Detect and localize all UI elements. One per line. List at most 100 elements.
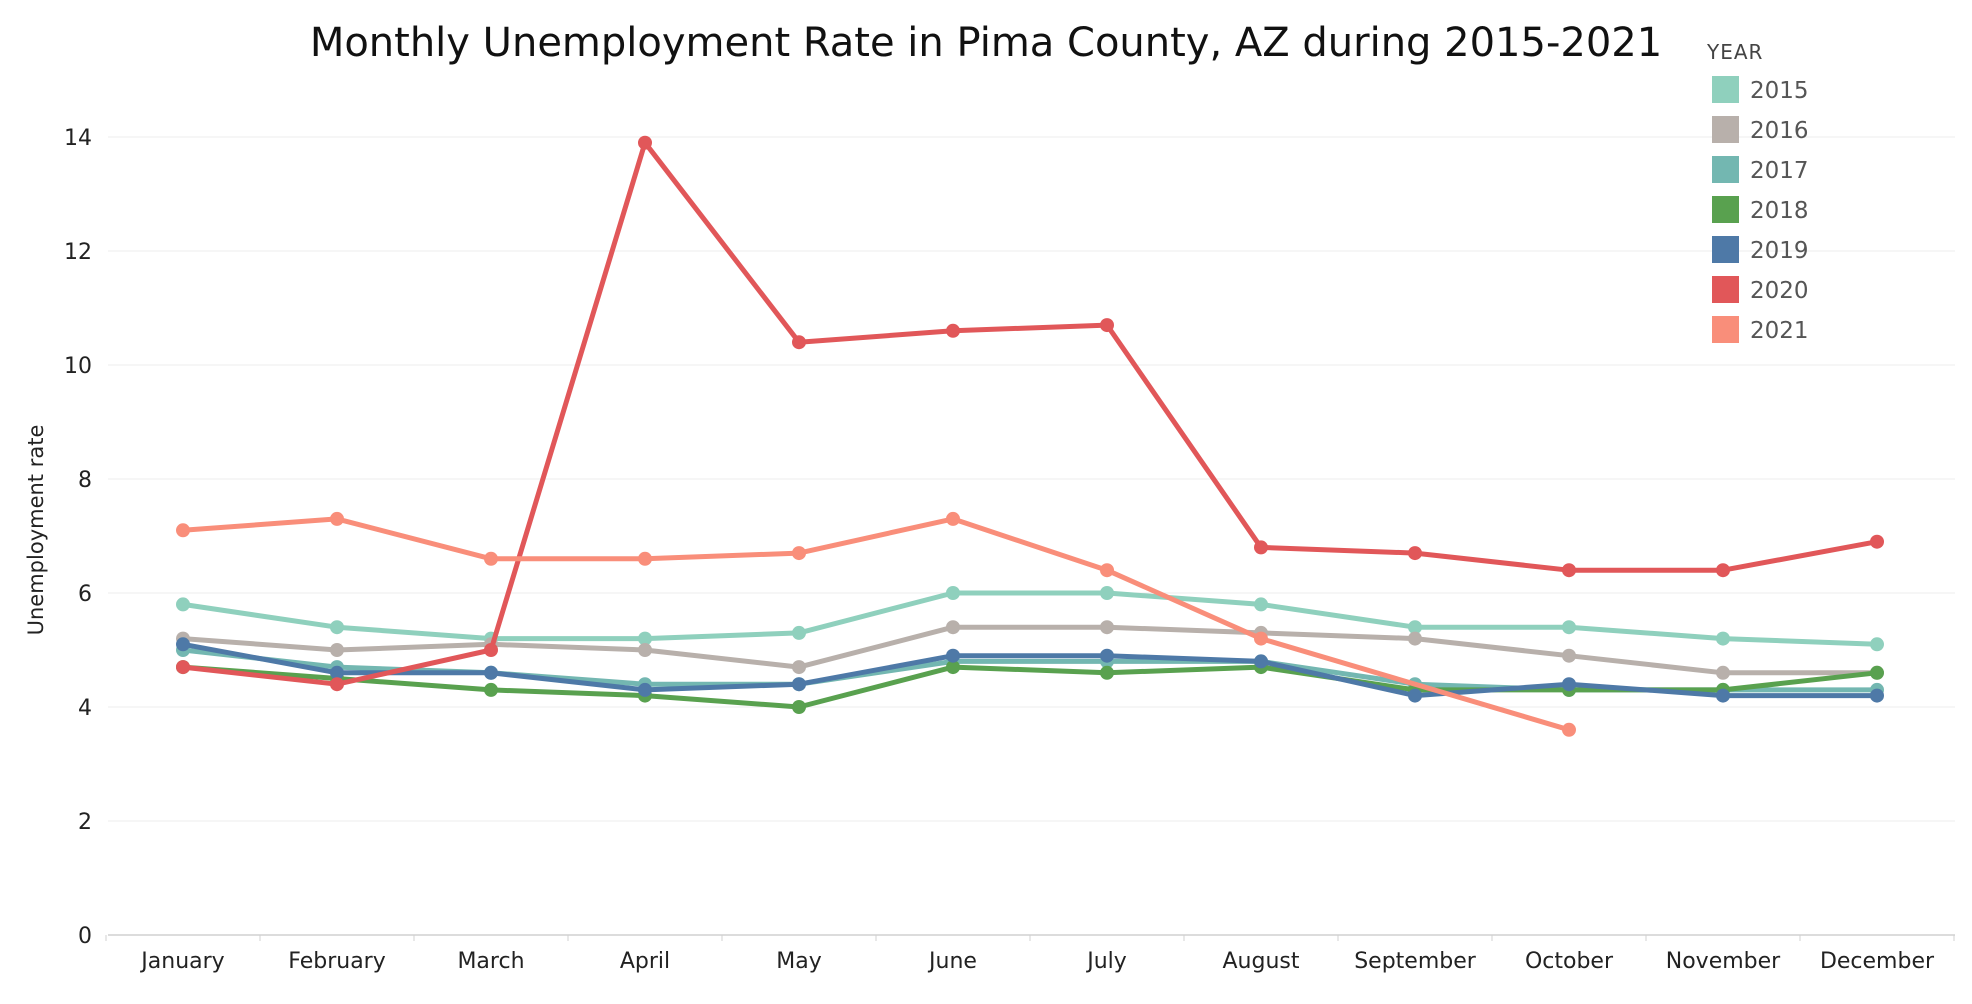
data-point	[1716, 688, 1730, 703]
axes: 0 2 4 6 8 10 12 14 January February March April May J…	[24, 126, 1955, 974]
y-axis-title: Unemployment rate	[24, 425, 48, 636]
legend-label: 2017	[1750, 158, 1809, 184]
data-point	[792, 335, 806, 350]
data-point	[1100, 586, 1114, 600]
legend-swatch	[1712, 196, 1739, 223]
series-2019	[176, 637, 1884, 703]
y-tick-label: 2	[78, 810, 92, 835]
data-point	[792, 660, 806, 675]
legend-swatch	[1712, 276, 1739, 303]
data-point	[1870, 637, 1884, 652]
data-point	[330, 665, 344, 680]
data-point	[484, 643, 498, 657]
legend-item-2021: 2021	[1712, 316, 1809, 344]
y-tick-label: 4	[78, 696, 92, 721]
data-point	[1100, 318, 1114, 333]
data-point	[946, 648, 960, 663]
data-point	[1254, 631, 1268, 646]
data-point	[1408, 546, 1422, 561]
data-point	[946, 511, 960, 526]
x-tick-label: September	[1354, 949, 1477, 974]
legend-label: 2016	[1750, 118, 1809, 144]
data-point	[1408, 620, 1422, 635]
series-2021	[176, 511, 1576, 737]
data-point	[946, 323, 960, 338]
legend-item-2017: 2017	[1712, 156, 1809, 184]
legend-swatch	[1712, 156, 1739, 183]
data-point	[1562, 648, 1576, 663]
legend-item-2016: 2016	[1712, 116, 1809, 144]
series-lines	[176, 135, 1884, 737]
data-point	[1100, 665, 1114, 680]
legend-swatch	[1712, 236, 1739, 263]
data-point	[1408, 688, 1422, 703]
data-point	[484, 551, 498, 566]
y-tick-label: 0	[78, 924, 92, 949]
x-tick-label: October	[1525, 949, 1614, 974]
series-line-2018	[180, 664, 1880, 710]
data-point	[1716, 631, 1730, 646]
data-point	[1100, 563, 1114, 578]
series-line-2020	[180, 140, 1880, 687]
series-line-2015	[180, 590, 1880, 647]
y-tick-label: 10	[64, 354, 92, 379]
data-point	[176, 637, 190, 652]
data-point	[1870, 688, 1884, 703]
legend: YEAR 2015 2016 2017 2018 2019 2020 2021	[1706, 40, 1809, 344]
y-tick-label: 8	[78, 468, 92, 493]
data-point	[1716, 665, 1730, 680]
chart-title: Monthly Unemployment Rate in Pima County…	[309, 20, 1663, 66]
y-tick-label: 6	[78, 582, 92, 607]
y-tick-label: 14	[64, 126, 92, 151]
data-point	[1562, 620, 1576, 635]
legend-item-2019: 2019	[1712, 236, 1809, 264]
y-tick-label: 12	[64, 240, 92, 265]
data-point	[946, 620, 960, 635]
data-point	[330, 643, 344, 657]
x-tick-label: January	[139, 949, 224, 974]
series-2015	[176, 586, 1884, 652]
data-point	[1562, 677, 1576, 692]
x-tick-label: July	[1085, 949, 1127, 974]
x-tick-label: March	[457, 949, 524, 974]
data-point	[176, 597, 190, 612]
data-point	[638, 682, 652, 697]
data-point	[792, 546, 806, 561]
x-tick-label: December	[1820, 949, 1935, 974]
data-point	[946, 660, 960, 675]
series-line-2016	[180, 624, 1880, 676]
legend-item-2020: 2020	[1712, 276, 1809, 304]
series-2016	[176, 620, 1884, 680]
data-point	[484, 665, 498, 680]
legend-label: 2015	[1750, 78, 1809, 104]
data-point	[792, 677, 806, 692]
legend-swatch	[1712, 116, 1739, 143]
data-point	[1562, 563, 1576, 578]
x-tick-label: June	[927, 949, 977, 974]
data-point	[638, 551, 652, 566]
data-point	[792, 700, 806, 714]
legend-item-2018: 2018	[1712, 196, 1809, 224]
gridlines	[108, 136, 1955, 822]
series-2020	[176, 135, 1884, 692]
data-point	[1870, 665, 1884, 680]
data-point	[946, 586, 960, 600]
data-point	[1100, 620, 1114, 635]
x-tick-label: November	[1666, 949, 1781, 974]
legend-label: 2018	[1750, 198, 1809, 224]
data-point	[330, 677, 344, 692]
data-point	[330, 620, 344, 635]
x-tick-label: April	[620, 949, 670, 974]
data-point	[484, 682, 498, 697]
data-point	[638, 135, 652, 150]
data-point	[638, 643, 652, 657]
data-point	[792, 625, 806, 640]
legend-title: YEAR	[1706, 40, 1763, 64]
legend-swatch	[1712, 76, 1739, 103]
data-point	[176, 523, 190, 538]
x-tick-label: May	[776, 949, 821, 974]
legend-label: 2019	[1750, 238, 1809, 264]
data-point	[1254, 654, 1268, 669]
data-point	[1408, 631, 1422, 646]
